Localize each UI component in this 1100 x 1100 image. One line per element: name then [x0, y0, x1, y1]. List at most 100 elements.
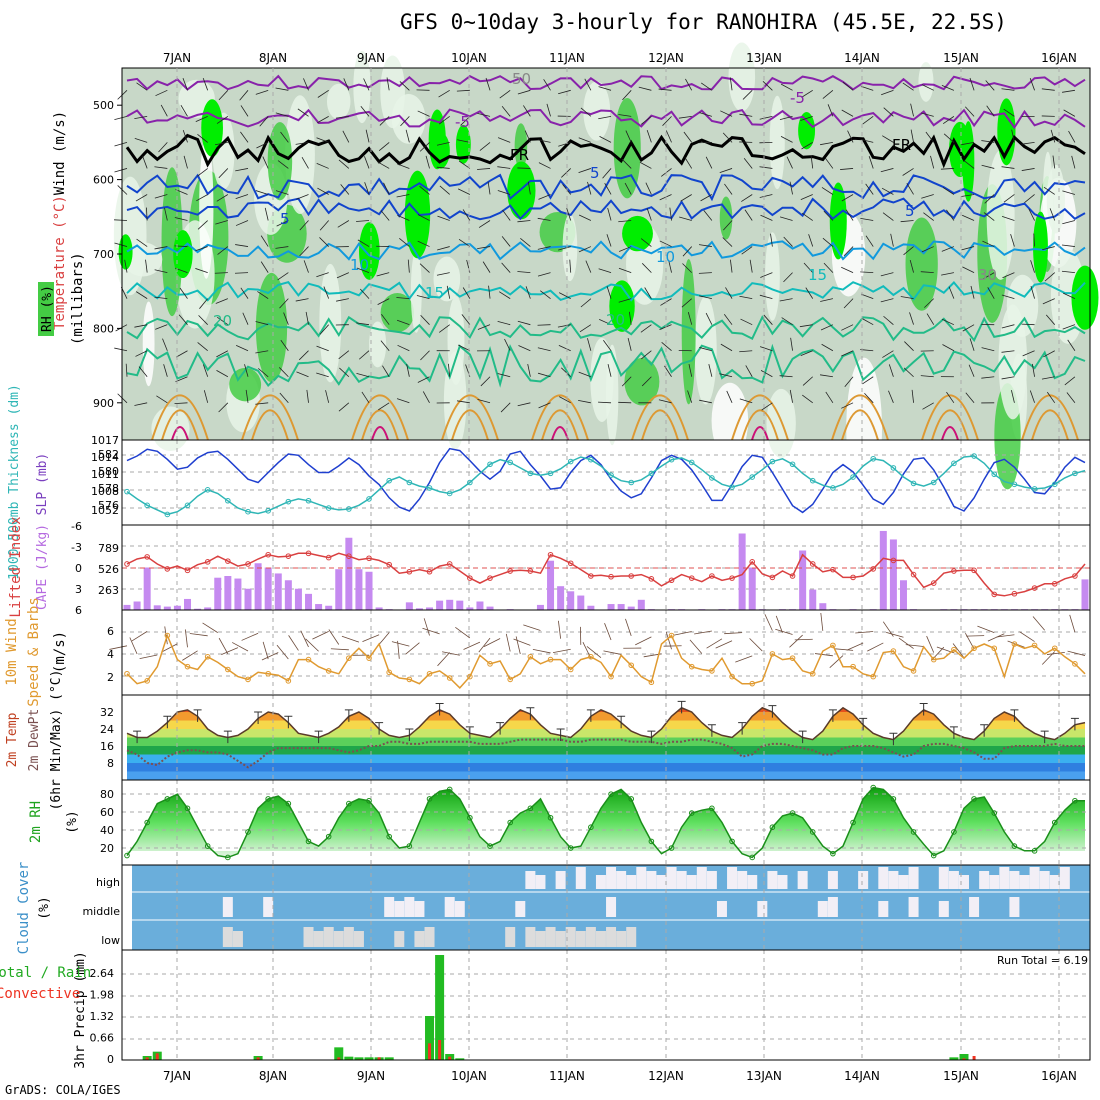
wind-barb — [436, 272, 450, 276]
wind-barb — [1002, 272, 1015, 279]
high-cloud-cell — [797, 871, 808, 889]
rh-patch — [391, 93, 426, 144]
wind-barb — [306, 389, 309, 403]
high-cloud-cell — [908, 867, 919, 889]
cape-bar — [284, 580, 292, 610]
thickness-marker — [366, 496, 372, 502]
wind-barb — [543, 79, 551, 91]
precip-frame — [121, 949, 1091, 1061]
wind-barb — [578, 399, 591, 404]
wind-barb — [323, 286, 330, 299]
wind-barb — [860, 217, 874, 221]
wind-barb — [909, 259, 914, 273]
wind-barb — [134, 324, 148, 328]
lifted-index-marker — [467, 575, 473, 581]
low-cloud-cell — [303, 927, 314, 947]
cape-bar — [274, 573, 282, 610]
rh-tick: 60 — [100, 806, 114, 819]
wind-barb — [1050, 129, 1056, 143]
wind10m-speed-marker — [245, 676, 251, 683]
thickness-marker — [870, 455, 877, 462]
wind-barb — [822, 237, 834, 247]
wind10m-speed-marker — [184, 663, 191, 670]
wind10m-barb — [515, 636, 521, 655]
mid-cloud-cell — [444, 897, 455, 917]
wind-barb — [517, 89, 531, 95]
rh2m-marker — [870, 784, 877, 791]
rh-legend-swatch — [38, 282, 54, 336]
wind-barb — [880, 168, 894, 173]
wind-barb — [1021, 142, 1035, 145]
rh2m-marker — [366, 797, 372, 804]
li-tick: -3 — [71, 541, 82, 554]
mid-cloud-cell — [908, 897, 919, 917]
thickness-marker — [567, 458, 574, 465]
wind-barb — [920, 375, 934, 378]
precip-total-bar — [455, 1058, 465, 1060]
grads-credit: GrADS: COLA/IGES — [5, 1083, 121, 1097]
wind-barb — [406, 363, 410, 377]
wind-barb — [365, 129, 370, 143]
wind-barb — [961, 246, 975, 251]
mid-cloud-cell — [454, 901, 465, 917]
date-tick-bottom: 14JAN — [844, 1069, 880, 1083]
wind-barb — [558, 344, 571, 352]
wind-barb — [458, 344, 471, 352]
wind-barb — [195, 115, 208, 122]
wind-barb — [125, 363, 128, 377]
high-cloud-cell — [827, 871, 838, 889]
rh-patch — [229, 367, 262, 402]
wind-barb — [982, 272, 995, 280]
temp-band — [127, 729, 1085, 738]
thickness-label: 1000-500mb Thickness (dm) — [7, 384, 22, 580]
rh-patch — [719, 196, 733, 240]
cape-bar — [335, 569, 343, 610]
wind10m-barb — [735, 655, 753, 663]
wind-barb — [255, 321, 269, 326]
wind-barb — [779, 375, 793, 378]
wind10m-speed-marker — [366, 655, 372, 661]
thickness-marker — [386, 477, 392, 484]
wind-barb — [708, 364, 713, 377]
contour-label: 50 — [512, 70, 531, 88]
wind-barb — [641, 263, 652, 273]
wind-barb — [162, 338, 168, 351]
wind10m-barb — [455, 627, 471, 639]
high-cloud-cell — [626, 875, 637, 889]
wind-barb — [722, 132, 733, 143]
wind-barb — [820, 324, 834, 331]
thickness-marker — [890, 465, 897, 471]
rh2m-marker — [325, 833, 332, 840]
rh2m-marker — [930, 852, 937, 859]
wind-barb — [216, 116, 229, 124]
wind-barb — [283, 312, 289, 325]
wind-barb — [780, 136, 793, 143]
wind-barb — [741, 194, 753, 202]
wind-barb — [924, 298, 935, 308]
wind-barb — [865, 183, 874, 195]
cape-bar — [244, 588, 252, 610]
wind10m-speed-marker — [769, 651, 776, 657]
wind-barb — [517, 402, 531, 407]
wind-barb — [342, 130, 350, 143]
high-cloud-cell — [1049, 875, 1060, 889]
wind-barb — [462, 209, 471, 221]
wind-barb — [299, 220, 309, 231]
wind-barb — [640, 238, 652, 247]
cape-bar — [194, 608, 202, 610]
slp-tick: 1008 — [91, 485, 119, 498]
rh-high-patch — [431, 132, 450, 169]
wind-barb — [685, 78, 693, 91]
wind-barb — [578, 137, 592, 143]
low-cloud-cell — [414, 931, 425, 947]
wind-barb — [770, 233, 773, 247]
wind-barb — [682, 263, 692, 273]
wind-barb — [622, 90, 632, 101]
cape-bar — [204, 607, 212, 610]
wind-barb — [136, 82, 148, 91]
hot-temp-arch — [171, 425, 189, 441]
rh2m-marker — [628, 796, 635, 802]
wind-barb — [360, 105, 370, 117]
thickness-marker — [749, 474, 756, 480]
wind10m-barb — [397, 640, 400, 659]
